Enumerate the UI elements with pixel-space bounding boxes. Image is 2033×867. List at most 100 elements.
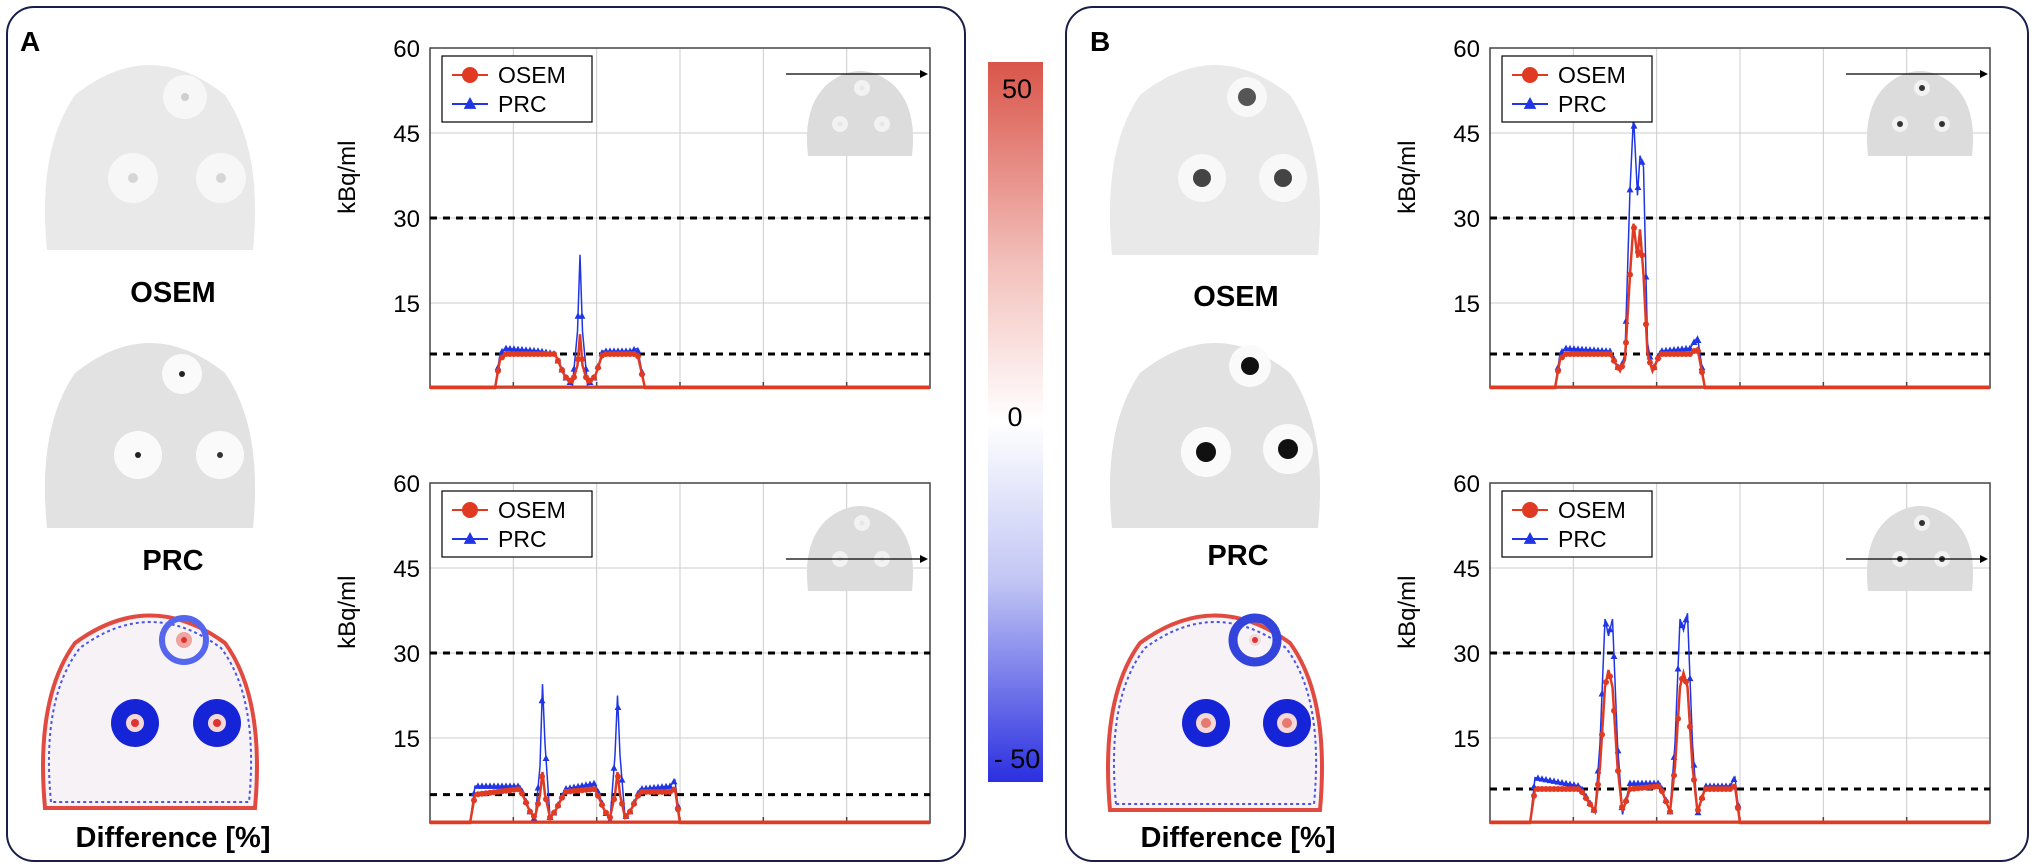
prc-data-point: [1678, 621, 1686, 629]
osem-data-point: [1695, 347, 1701, 354]
colorbar: [988, 62, 1043, 782]
osem-data-point: [555, 357, 561, 364]
inset-phantom-body: [806, 71, 914, 156]
osem-data-point: [627, 808, 633, 815]
y-tick-label: 15: [1453, 291, 1480, 318]
legend-box: [1501, 490, 1653, 558]
osem-data-point: [543, 796, 549, 803]
colorbar-min-label: - 50: [993, 744, 1041, 774]
osem-data-point: [1599, 731, 1605, 738]
difference-image-b: [1106, 613, 1324, 812]
prc-data-point: [1554, 778, 1562, 785]
osem-data-point: [1559, 354, 1565, 361]
osem-data-point: [1619, 804, 1625, 811]
colorbar-max-label: 50: [1001, 74, 1033, 104]
osem-data-point: [599, 801, 605, 808]
osem-data-point: [547, 814, 553, 821]
y-tick-label: 45: [1453, 121, 1480, 148]
prc-data-point: [1630, 122, 1638, 129]
y-tick-label: 60: [1453, 471, 1480, 498]
prc-data-point: [1606, 625, 1614, 633]
inset-sphere-core: [1919, 85, 1925, 91]
osem-data-point: [523, 799, 529, 806]
osem-data-point: [591, 786, 597, 793]
osem-data-point: [515, 786, 521, 793]
osem-data-point: [527, 808, 533, 815]
osem-data-point: [615, 773, 621, 780]
osem-data-point: [607, 814, 613, 821]
osem-data-point: [603, 809, 609, 816]
phantom-image-prc-a: [44, 343, 256, 528]
prc-data-point: [1634, 183, 1642, 191]
difference-ring: [1228, 613, 1282, 667]
prc-data-point: [1570, 781, 1578, 788]
prc-data-point: [614, 703, 622, 711]
y-tick-label: 60: [1453, 36, 1480, 63]
legend-marker-prc: [1523, 97, 1537, 109]
prc-data-point: [1534, 774, 1542, 781]
y-tick-label: 60: [393, 471, 420, 498]
prc-data-point: [1566, 780, 1574, 787]
osem-data-point: [675, 806, 681, 813]
osem-data-point: [631, 800, 637, 807]
profile-chart-a-top: 15 30 45 60 kBq/ml OSEM PRC: [335, 36, 931, 390]
prc-data-point: [1546, 776, 1554, 784]
y-tick-label: 45: [393, 121, 420, 148]
osem-data-point: [551, 351, 557, 357]
legend-label-prc: PRC: [1558, 526, 1607, 552]
osem-data-point: [519, 790, 525, 797]
panel-label-b: B: [1090, 26, 1111, 57]
inset-sphere-core: [1897, 121, 1903, 127]
osem-data-point: [1587, 801, 1593, 808]
osem-data-point: [591, 374, 597, 381]
osem-data-point: [595, 364, 601, 371]
prc-data-point: [1538, 775, 1546, 782]
inset-phantom-body: [806, 506, 914, 591]
osem-data-point: [571, 374, 577, 381]
legend-label-osem: OSEM: [498, 62, 566, 88]
osem-data-point: [1611, 707, 1617, 714]
inset-sphere-core: [837, 121, 843, 127]
profile-chart-a-bottom: 15 30 45 60 kBq/ml OSEM PRC: [335, 471, 931, 825]
prc-data-point: [1638, 158, 1646, 165]
osem-data-point: [1595, 781, 1601, 788]
osem-data-point: [1611, 357, 1617, 364]
osem-data-point: [1735, 805, 1741, 812]
osem-data-point: [1667, 808, 1673, 815]
image-caption-osem-b: OSEM: [1193, 281, 1279, 313]
osem-data-point: [567, 377, 573, 384]
osem-data-point: [1655, 783, 1661, 790]
inset-phantom-thumbnail: [786, 506, 928, 591]
image-caption-difference-a: Difference [%]: [75, 822, 271, 854]
osem-data-point: [1555, 368, 1561, 374]
legend-box: [441, 55, 593, 123]
y-tick-label: 45: [393, 556, 420, 583]
osem-data-point: [559, 366, 565, 373]
phantom-image-osem-a: [44, 65, 256, 250]
y-tick-label: 30: [1453, 641, 1480, 668]
osem-data-point: [1699, 795, 1705, 802]
prc-data-point: [1542, 775, 1550, 783]
osem-data-point: [619, 800, 625, 807]
legend-marker-prc: [463, 532, 477, 544]
osem-data-point: [1663, 798, 1669, 805]
osem-data-point: [1695, 807, 1701, 814]
phantom-image-osem-b: [1109, 65, 1321, 255]
osem-data-point: [1619, 363, 1625, 370]
osem-data-point: [635, 353, 641, 360]
y-axis-label: kBq/ml: [1395, 576, 1421, 649]
osem-data-point: [471, 797, 477, 804]
prc-data-point: [1730, 775, 1738, 783]
osem-data-point: [559, 794, 565, 801]
prc-data-point: [590, 779, 598, 787]
legend-box: [1501, 55, 1653, 123]
osem-data-point: [1699, 369, 1705, 376]
osem-data-point: [1583, 795, 1589, 802]
osem-data-point: [1579, 789, 1585, 796]
y-tick-label: 45: [1453, 556, 1480, 583]
prc-data-point: [666, 782, 674, 789]
legend-marker-osem: [1522, 67, 1538, 83]
legend-marker-osem: [462, 502, 478, 518]
osem-data-point: [1647, 359, 1653, 366]
legend-marker-prc: [463, 97, 477, 109]
